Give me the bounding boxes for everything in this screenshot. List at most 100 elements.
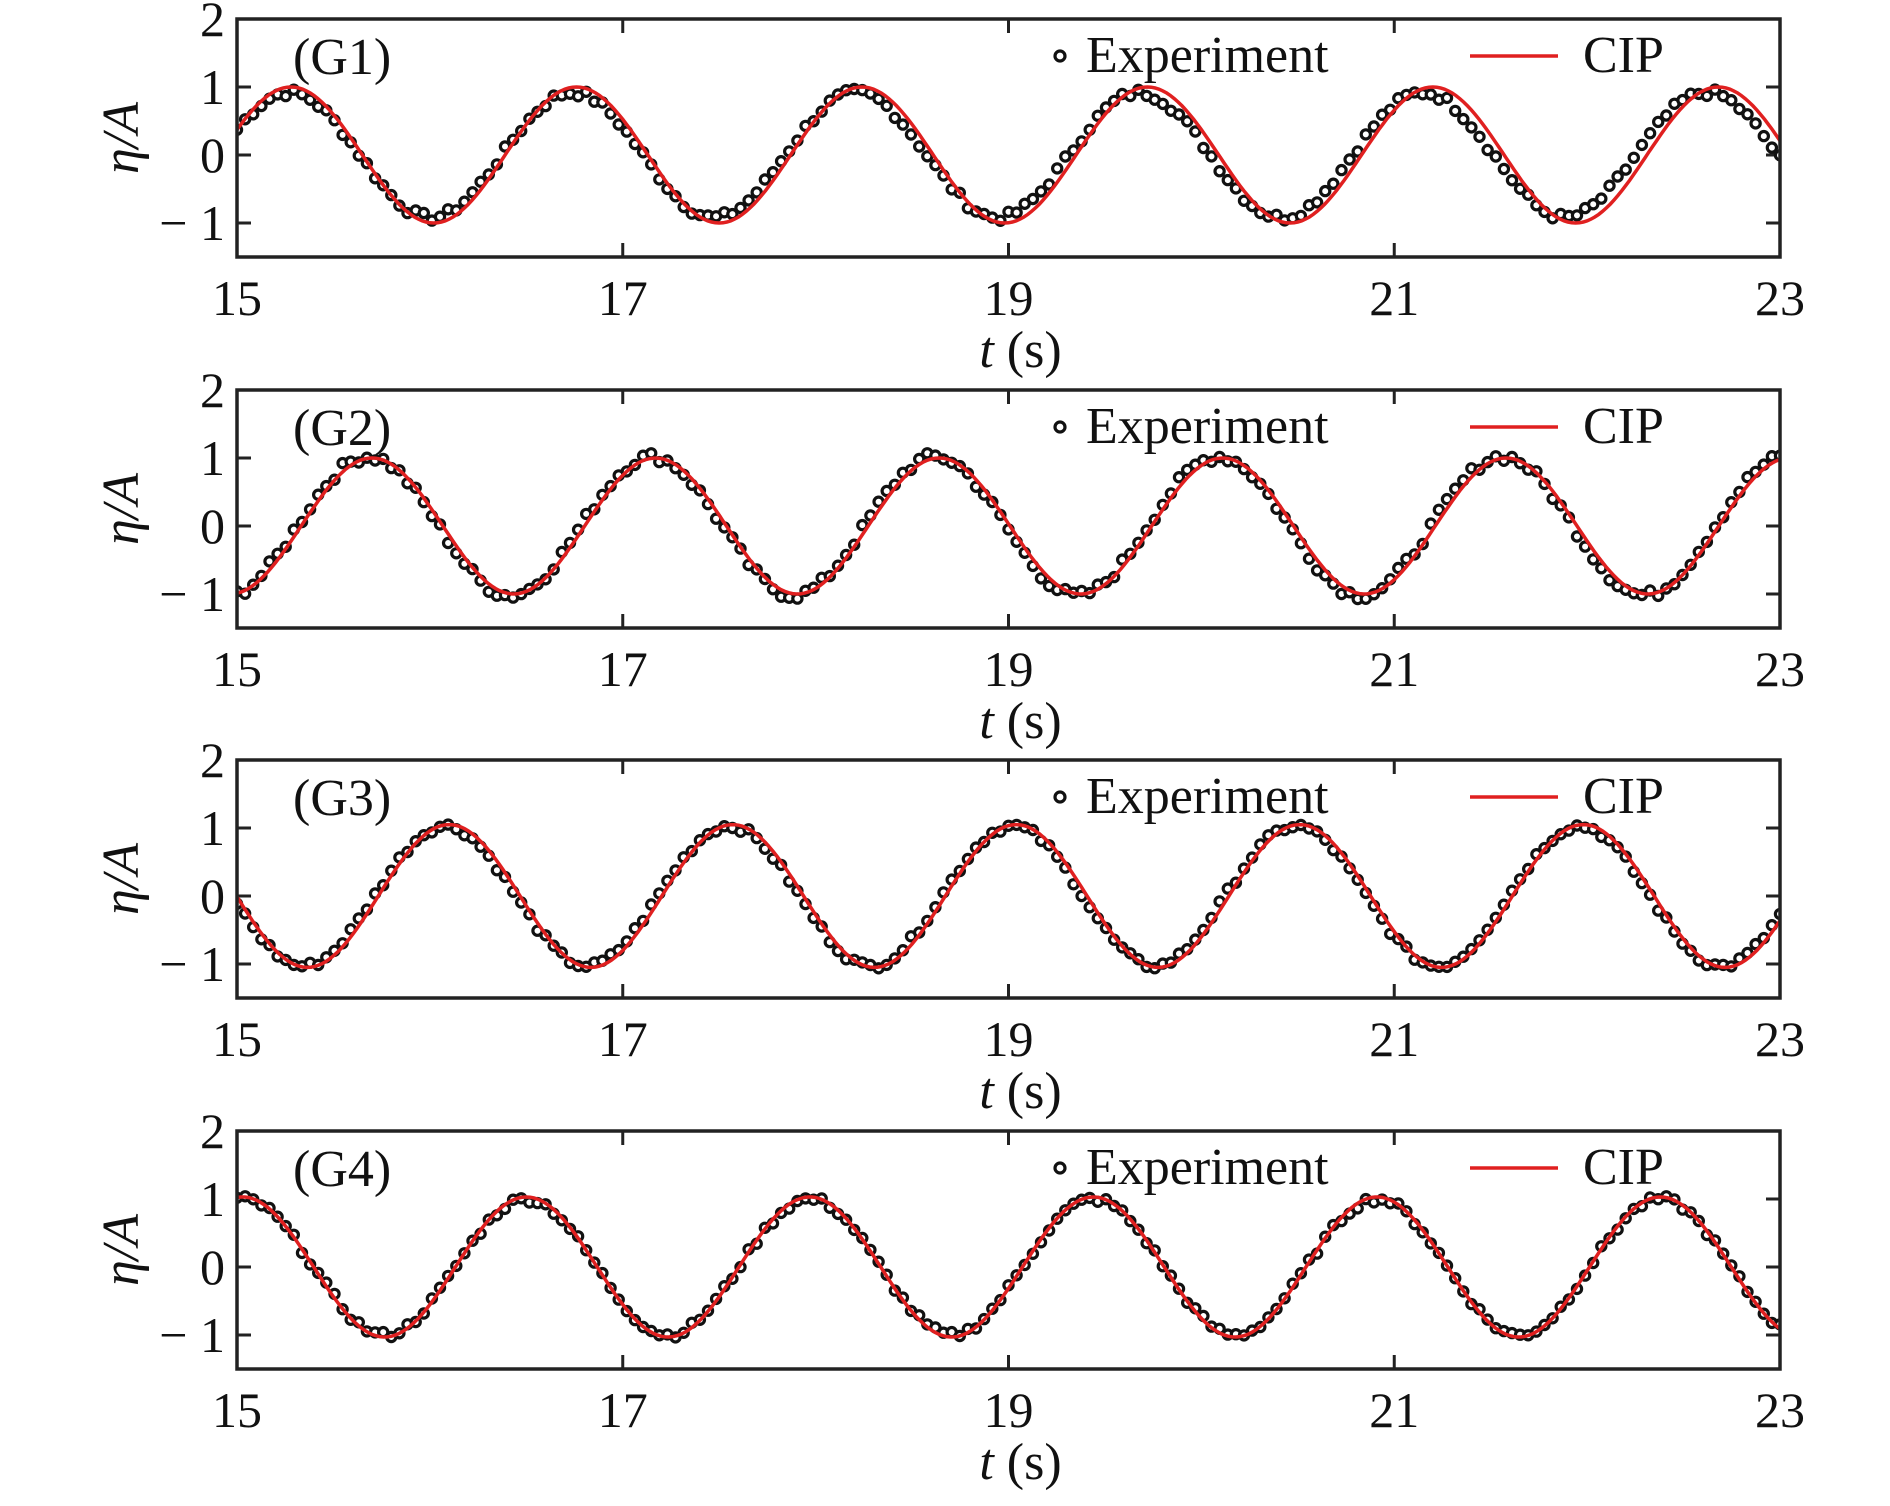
y-tick-label: − 1 [159, 195, 225, 251]
x-tick-label: 15 [212, 1382, 262, 1438]
x-axis-unit: (s) [1007, 1063, 1062, 1120]
experiment-point [1497, 162, 1511, 176]
y-axis-title: η/A [93, 102, 150, 174]
y-axis-title: η/A [93, 1214, 150, 1286]
series-cip-line [237, 456, 1780, 596]
experiment-point [888, 111, 902, 125]
x-axis-title: t (s) [979, 1434, 1061, 1491]
experiment-point [1595, 192, 1608, 205]
legend-cip-label: CIP [1583, 398, 1664, 455]
x-tick-label: 23 [1755, 641, 1805, 697]
experiment-point [1432, 503, 1446, 516]
experiment-point [1603, 574, 1616, 587]
legend-experiment-marker [1053, 420, 1067, 434]
experiment-point [734, 201, 747, 215]
experiment-point [742, 194, 755, 207]
legend-experiment-label: Experiment [1086, 768, 1329, 825]
x-tick-label: 21 [1369, 1382, 1419, 1438]
legend: Experiment CIP [1053, 1139, 1664, 1196]
x-axis-unit: (s) [1007, 1434, 1062, 1491]
legend-experiment-marker [1053, 790, 1067, 804]
plot-area [237, 818, 1780, 975]
x-tick-label: 17 [598, 270, 648, 326]
chart-panel-3: 1 0 − 1 2 15 17 19 21 23 t (s) η/A (G3) Experiment CI… [93, 732, 1805, 1120]
y-axis-title: η/A [93, 843, 150, 915]
experiment-point [1741, 108, 1754, 121]
experiment-point [1205, 150, 1218, 163]
legend-experiment-label: Experiment [1086, 27, 1329, 84]
x-axis-var: t [979, 693, 995, 750]
experiment-point [1010, 206, 1023, 219]
y-tick-label: 2 [200, 1103, 225, 1159]
y-tick-label: 2 [200, 0, 225, 47]
y-tick-label: 2 [200, 362, 225, 418]
panel-label: (G1) [293, 29, 391, 86]
experiment-point [1465, 121, 1478, 134]
experiment-point [1424, 88, 1438, 101]
y-tick-label: 0 [200, 498, 225, 554]
experiment-point [1611, 170, 1624, 183]
experiment-point [1180, 463, 1194, 477]
experiment-point [758, 173, 772, 186]
y-tick-label: 0 [200, 868, 225, 924]
plot-frame [235, 388, 1782, 630]
experiment-point [1765, 141, 1779, 154]
experiment-point [1310, 196, 1324, 209]
experiment-point [1050, 162, 1064, 175]
legend-cip-label: CIP [1583, 1139, 1664, 1196]
x-tick-label: 15 [212, 1011, 262, 1067]
chart-panel-2: 1 0 − 1 2 15 17 19 21 23 t (s) η/A (G2) Experiment CI… [93, 362, 1805, 750]
legend-experiment-label: Experiment [1086, 1139, 1329, 1196]
y-tick-label: − 1 [159, 566, 225, 622]
experiment-point [913, 140, 926, 153]
plot-frame [235, 17, 1782, 259]
plot-area [237, 1190, 1780, 1344]
series-cip-line [237, 85, 1780, 225]
x-tick-label: 21 [1369, 270, 1419, 326]
experiment-point [750, 186, 763, 199]
experiment-point [1741, 470, 1754, 484]
x-tick-label: 23 [1755, 270, 1805, 326]
panel-label: (G3) [293, 770, 391, 827]
experiment-point [1570, 530, 1584, 543]
experiment-point [612, 118, 625, 131]
experiment-point [1172, 108, 1186, 121]
experiment-point [1034, 572, 1048, 585]
experiment-point [1749, 117, 1762, 130]
experiment-point [1651, 115, 1665, 129]
experiment-point [1505, 173, 1519, 187]
experiment-point [1757, 129, 1771, 143]
legend-cip-label: CIP [1583, 27, 1664, 84]
experiment-point [896, 118, 910, 131]
y-tick-label: 0 [200, 1239, 225, 1295]
series-cip-line [237, 822, 1780, 970]
experiment-point [1619, 163, 1632, 176]
experiment-point [1318, 184, 1332, 198]
x-tick-label: 19 [984, 1382, 1034, 1438]
experiment-point [1213, 164, 1226, 178]
experiment-point [1367, 120, 1381, 133]
panel-label: (G4) [293, 1141, 391, 1198]
experiment-point [1586, 553, 1600, 566]
experiment-point [1513, 182, 1527, 195]
experiment-point [921, 150, 934, 163]
experiment-point [1643, 126, 1657, 140]
y-tick-label: 1 [200, 1171, 225, 1227]
y-tick-label: − 1 [159, 1307, 225, 1363]
x-tick-label: 19 [984, 641, 1034, 697]
experiment-point [1725, 93, 1738, 107]
panel-label: (G2) [293, 400, 391, 457]
y-tick-label: − 1 [159, 936, 225, 992]
experiment-point [1733, 102, 1746, 116]
experiment-point [1156, 97, 1170, 111]
experiment-point [1481, 143, 1494, 157]
x-tick-label: 21 [1369, 1011, 1419, 1067]
plot-area [237, 82, 1780, 227]
x-tick-label: 15 [212, 641, 262, 697]
x-axis-unit: (s) [1007, 322, 1062, 379]
experiment-point [279, 89, 292, 103]
experiment-point [263, 555, 276, 568]
x-axis-title: t (s) [979, 1063, 1061, 1120]
experiment-point [1327, 177, 1340, 190]
